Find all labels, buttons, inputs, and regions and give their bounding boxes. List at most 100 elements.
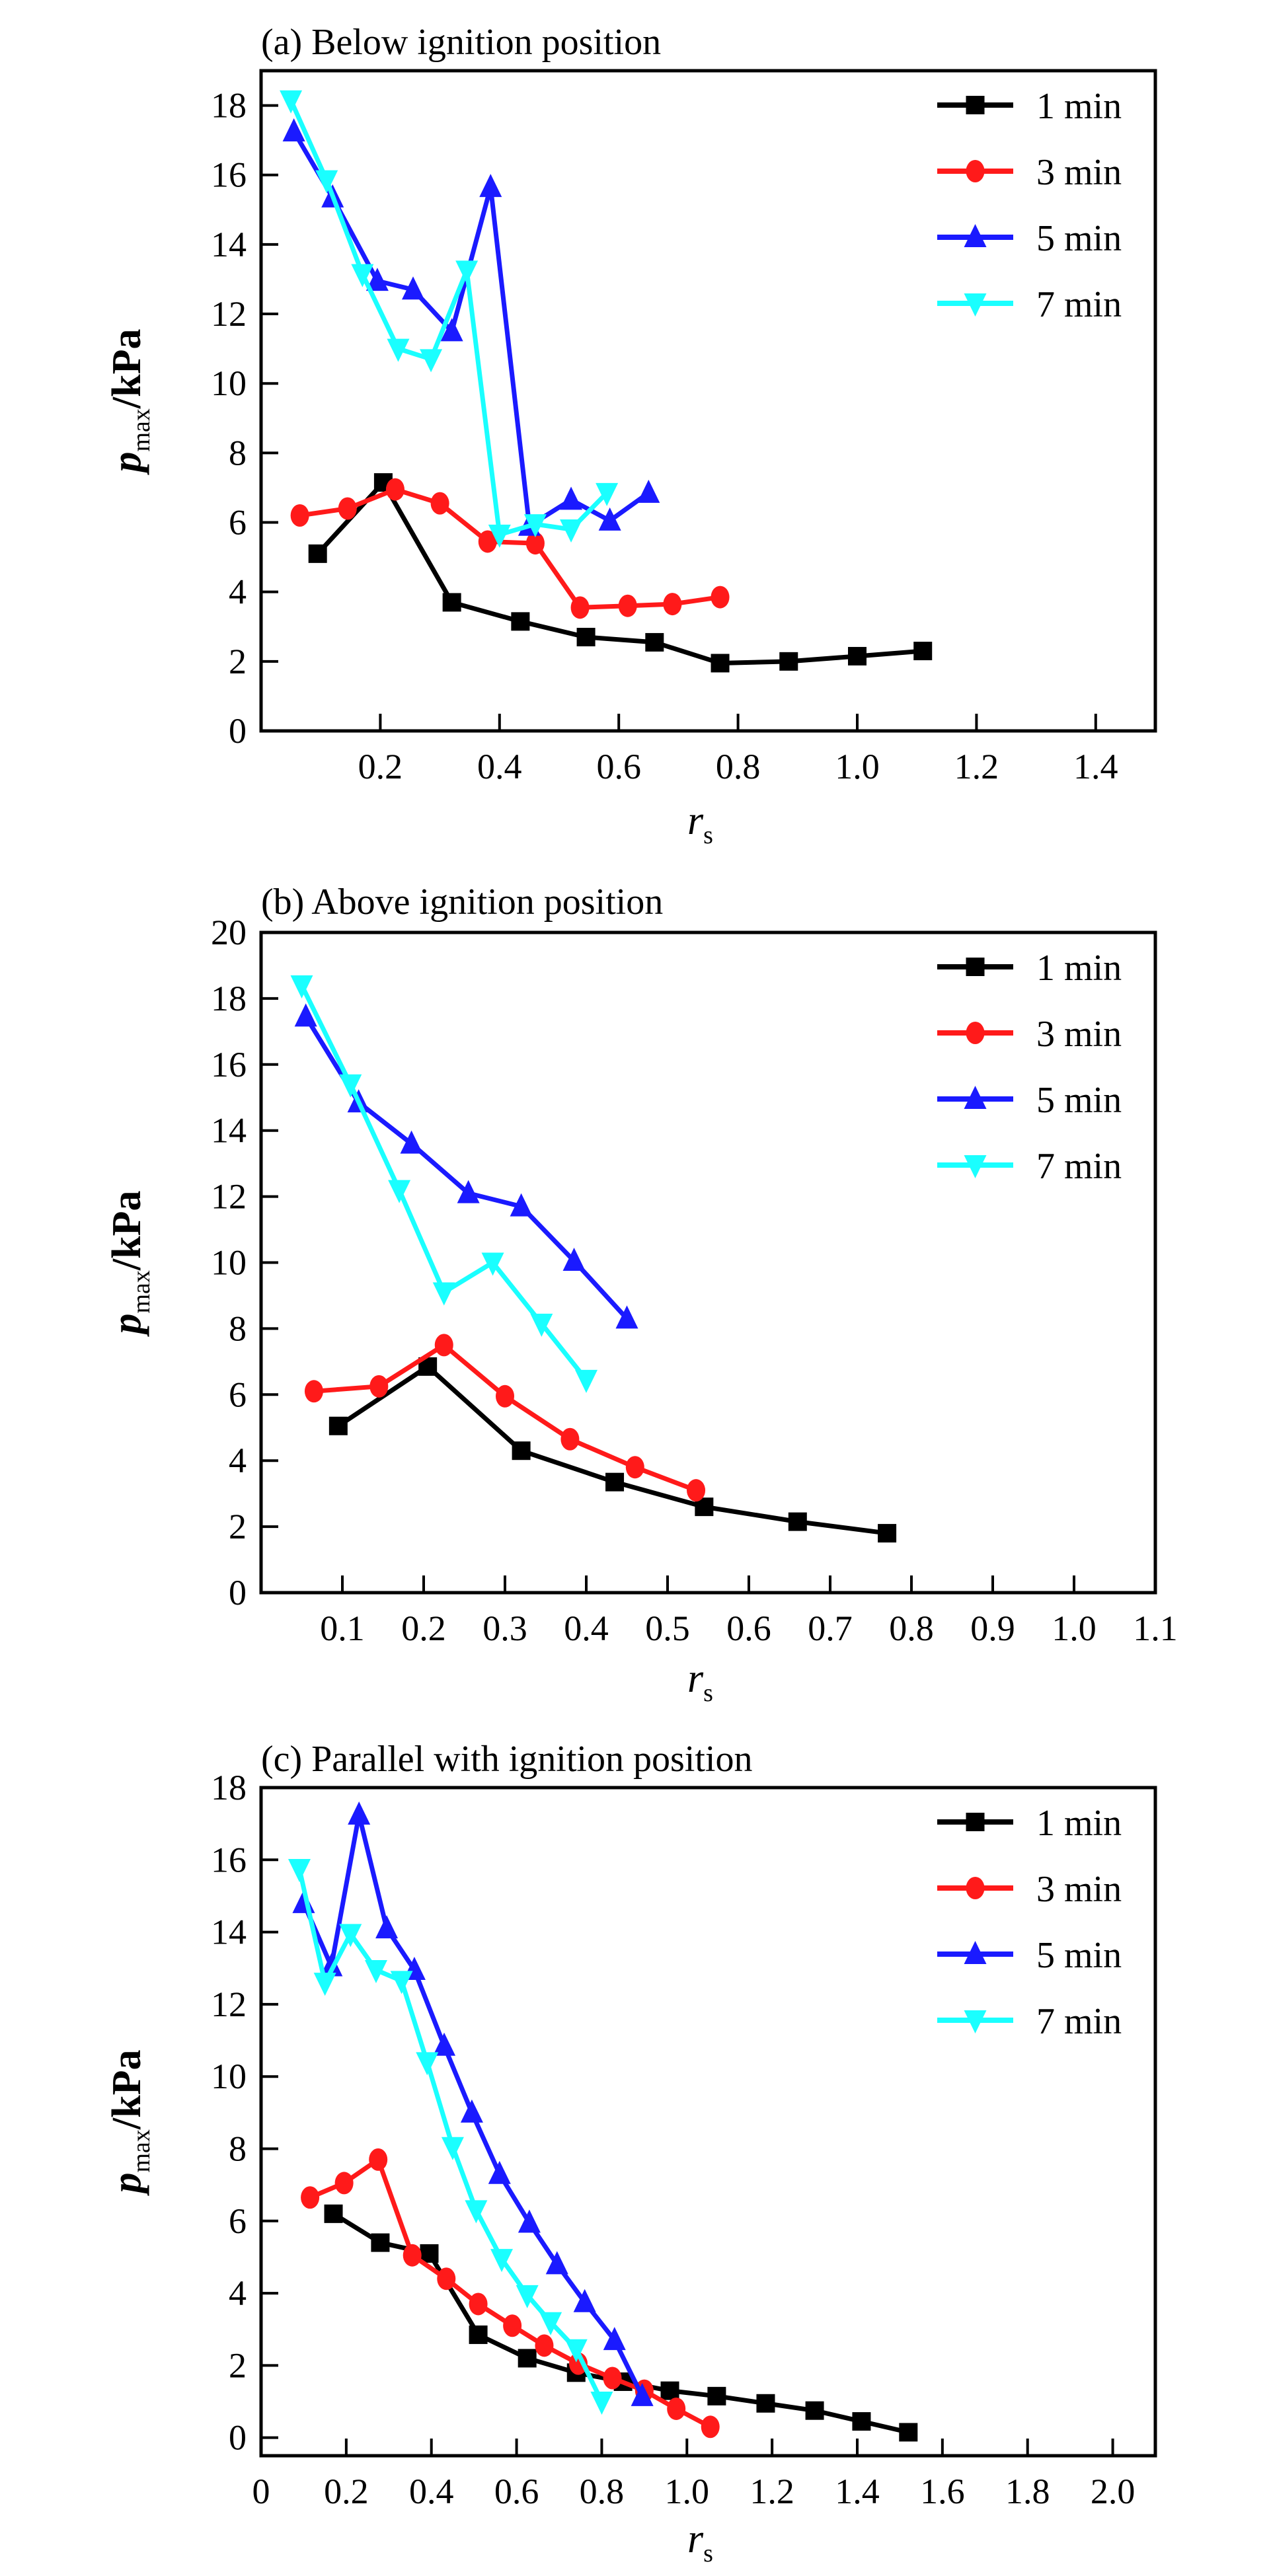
data-point xyxy=(488,524,511,548)
y-tick-label: 2 xyxy=(229,1507,247,1546)
data-point xyxy=(576,628,596,647)
data-point xyxy=(433,2032,456,2056)
data-point xyxy=(756,2394,775,2413)
data-point xyxy=(488,2160,511,2184)
legend-label: 7 min xyxy=(1036,2001,1122,2042)
chart-title: (a) Below ignition position xyxy=(261,22,661,63)
y-tick-label: 14 xyxy=(211,1913,247,1952)
chart-panel-b: (b) Above ignition position 0.1 0.2 0.3 0.4 0… xyxy=(104,882,1178,1707)
x-tick-label: 1.0 xyxy=(665,2472,710,2511)
legend-marker xyxy=(966,958,985,976)
data-point xyxy=(701,2415,720,2439)
legend-marker xyxy=(964,1941,987,1964)
data-point xyxy=(440,318,463,342)
data-point xyxy=(465,2200,488,2224)
y-tick-label: 8 xyxy=(229,433,247,473)
series-line xyxy=(291,130,650,529)
y-tick-label: 12 xyxy=(211,1985,247,2024)
data-point xyxy=(575,1369,597,1393)
legend-marker xyxy=(964,224,987,247)
y-tick-label: 18 xyxy=(211,86,247,126)
data-point xyxy=(615,1305,638,1329)
data-point xyxy=(460,2099,483,2123)
data-point xyxy=(518,2349,537,2368)
data-point xyxy=(496,1384,514,1408)
x-tick-label: 0.2 xyxy=(401,1609,446,1648)
data-point xyxy=(320,1953,343,1977)
x-tick-label: 0.5 xyxy=(645,1609,690,1648)
y-tick-label: 6 xyxy=(229,2201,247,2241)
chart-panel-a: (a) Below ignition position 0.2 0.4 0.6 0.8 1… xyxy=(104,22,1157,849)
data-point xyxy=(573,2289,596,2312)
chart-title: (c) Parallel with ignition position xyxy=(261,1739,752,1780)
y-tick-label: 0 xyxy=(229,2418,247,2458)
data-point xyxy=(660,2381,679,2400)
legend-marker xyxy=(966,96,985,114)
legend: 1 min 3 min 5 min 7 min xyxy=(937,86,1122,325)
data-point xyxy=(631,2382,654,2406)
series-7-min xyxy=(280,90,619,548)
y-tick-label: 18 xyxy=(211,1768,247,1807)
series-1-min xyxy=(308,473,933,673)
plot-frame xyxy=(259,1786,1157,2458)
data-point xyxy=(878,1524,897,1543)
legend-label: 5 min xyxy=(1036,1935,1122,1976)
x-tick-label: 0.4 xyxy=(409,2472,454,2511)
data-point xyxy=(518,2209,541,2233)
data-point xyxy=(420,2244,439,2263)
data-point xyxy=(511,612,530,631)
y-tick-label: 16 xyxy=(211,155,247,195)
data-point xyxy=(315,170,338,194)
y-tick-label: 6 xyxy=(229,503,247,543)
y-tick-label: 10 xyxy=(211,2057,247,2096)
data-point xyxy=(288,1858,311,1882)
data-point xyxy=(598,507,621,531)
data-point xyxy=(442,593,461,612)
data-point xyxy=(539,2312,562,2335)
data-point xyxy=(478,530,497,553)
x-tick-label: 1.0 xyxy=(1052,1609,1097,1648)
data-point xyxy=(562,1248,586,1271)
data-point xyxy=(434,1334,453,1357)
data-point xyxy=(848,646,867,665)
series-line xyxy=(299,487,721,610)
data-point xyxy=(605,1472,625,1492)
data-point xyxy=(637,479,660,503)
data-point xyxy=(308,544,327,563)
data-point xyxy=(667,2397,686,2420)
legend: 1 min 3 min 5 min 7 min xyxy=(937,1803,1122,2042)
legend-marker xyxy=(966,1022,985,1044)
data-point xyxy=(469,2292,488,2316)
y-tick-label: 0 xyxy=(229,711,247,751)
data-point xyxy=(805,2401,824,2420)
x-tick-label: 0.6 xyxy=(726,1609,771,1648)
y-tick-label: 14 xyxy=(211,1111,247,1151)
chart-panel-c: (c) Parallel with ignition position 0 0.2 0… xyxy=(104,1739,1157,2567)
data-point xyxy=(420,349,443,373)
legend-marker xyxy=(964,1155,987,1178)
data-point xyxy=(525,532,545,555)
data-point xyxy=(560,486,583,510)
data-point xyxy=(387,338,410,362)
legend-label: 5 min xyxy=(1036,218,1122,259)
data-point xyxy=(366,268,389,291)
x-tick-label: 0.1 xyxy=(320,1609,365,1648)
legend-label: 7 min xyxy=(1036,1146,1122,1187)
x-tick-label: 0.8 xyxy=(889,1609,934,1648)
data-point xyxy=(457,1180,480,1203)
legend-label: 1 min xyxy=(1036,1803,1122,1844)
data-point xyxy=(348,1801,371,1825)
y-tick-label: 2 xyxy=(229,2345,247,2385)
x-tick-label: 1.8 xyxy=(1005,2472,1050,2511)
x-tick-label: 0.6 xyxy=(596,747,641,786)
data-point xyxy=(663,593,682,616)
series-3-min xyxy=(304,1334,706,1502)
x-tick-label: 1.4 xyxy=(835,2472,880,2511)
data-point xyxy=(711,586,730,609)
data-point xyxy=(339,1074,362,1098)
y-axis-label: pmax/kPa xyxy=(104,328,155,475)
x-tick-label: 0.3 xyxy=(482,1609,527,1648)
series-line xyxy=(332,2211,909,2435)
data-point xyxy=(432,1282,455,1306)
x-tick-label: 1.1 xyxy=(1133,1609,1178,1648)
